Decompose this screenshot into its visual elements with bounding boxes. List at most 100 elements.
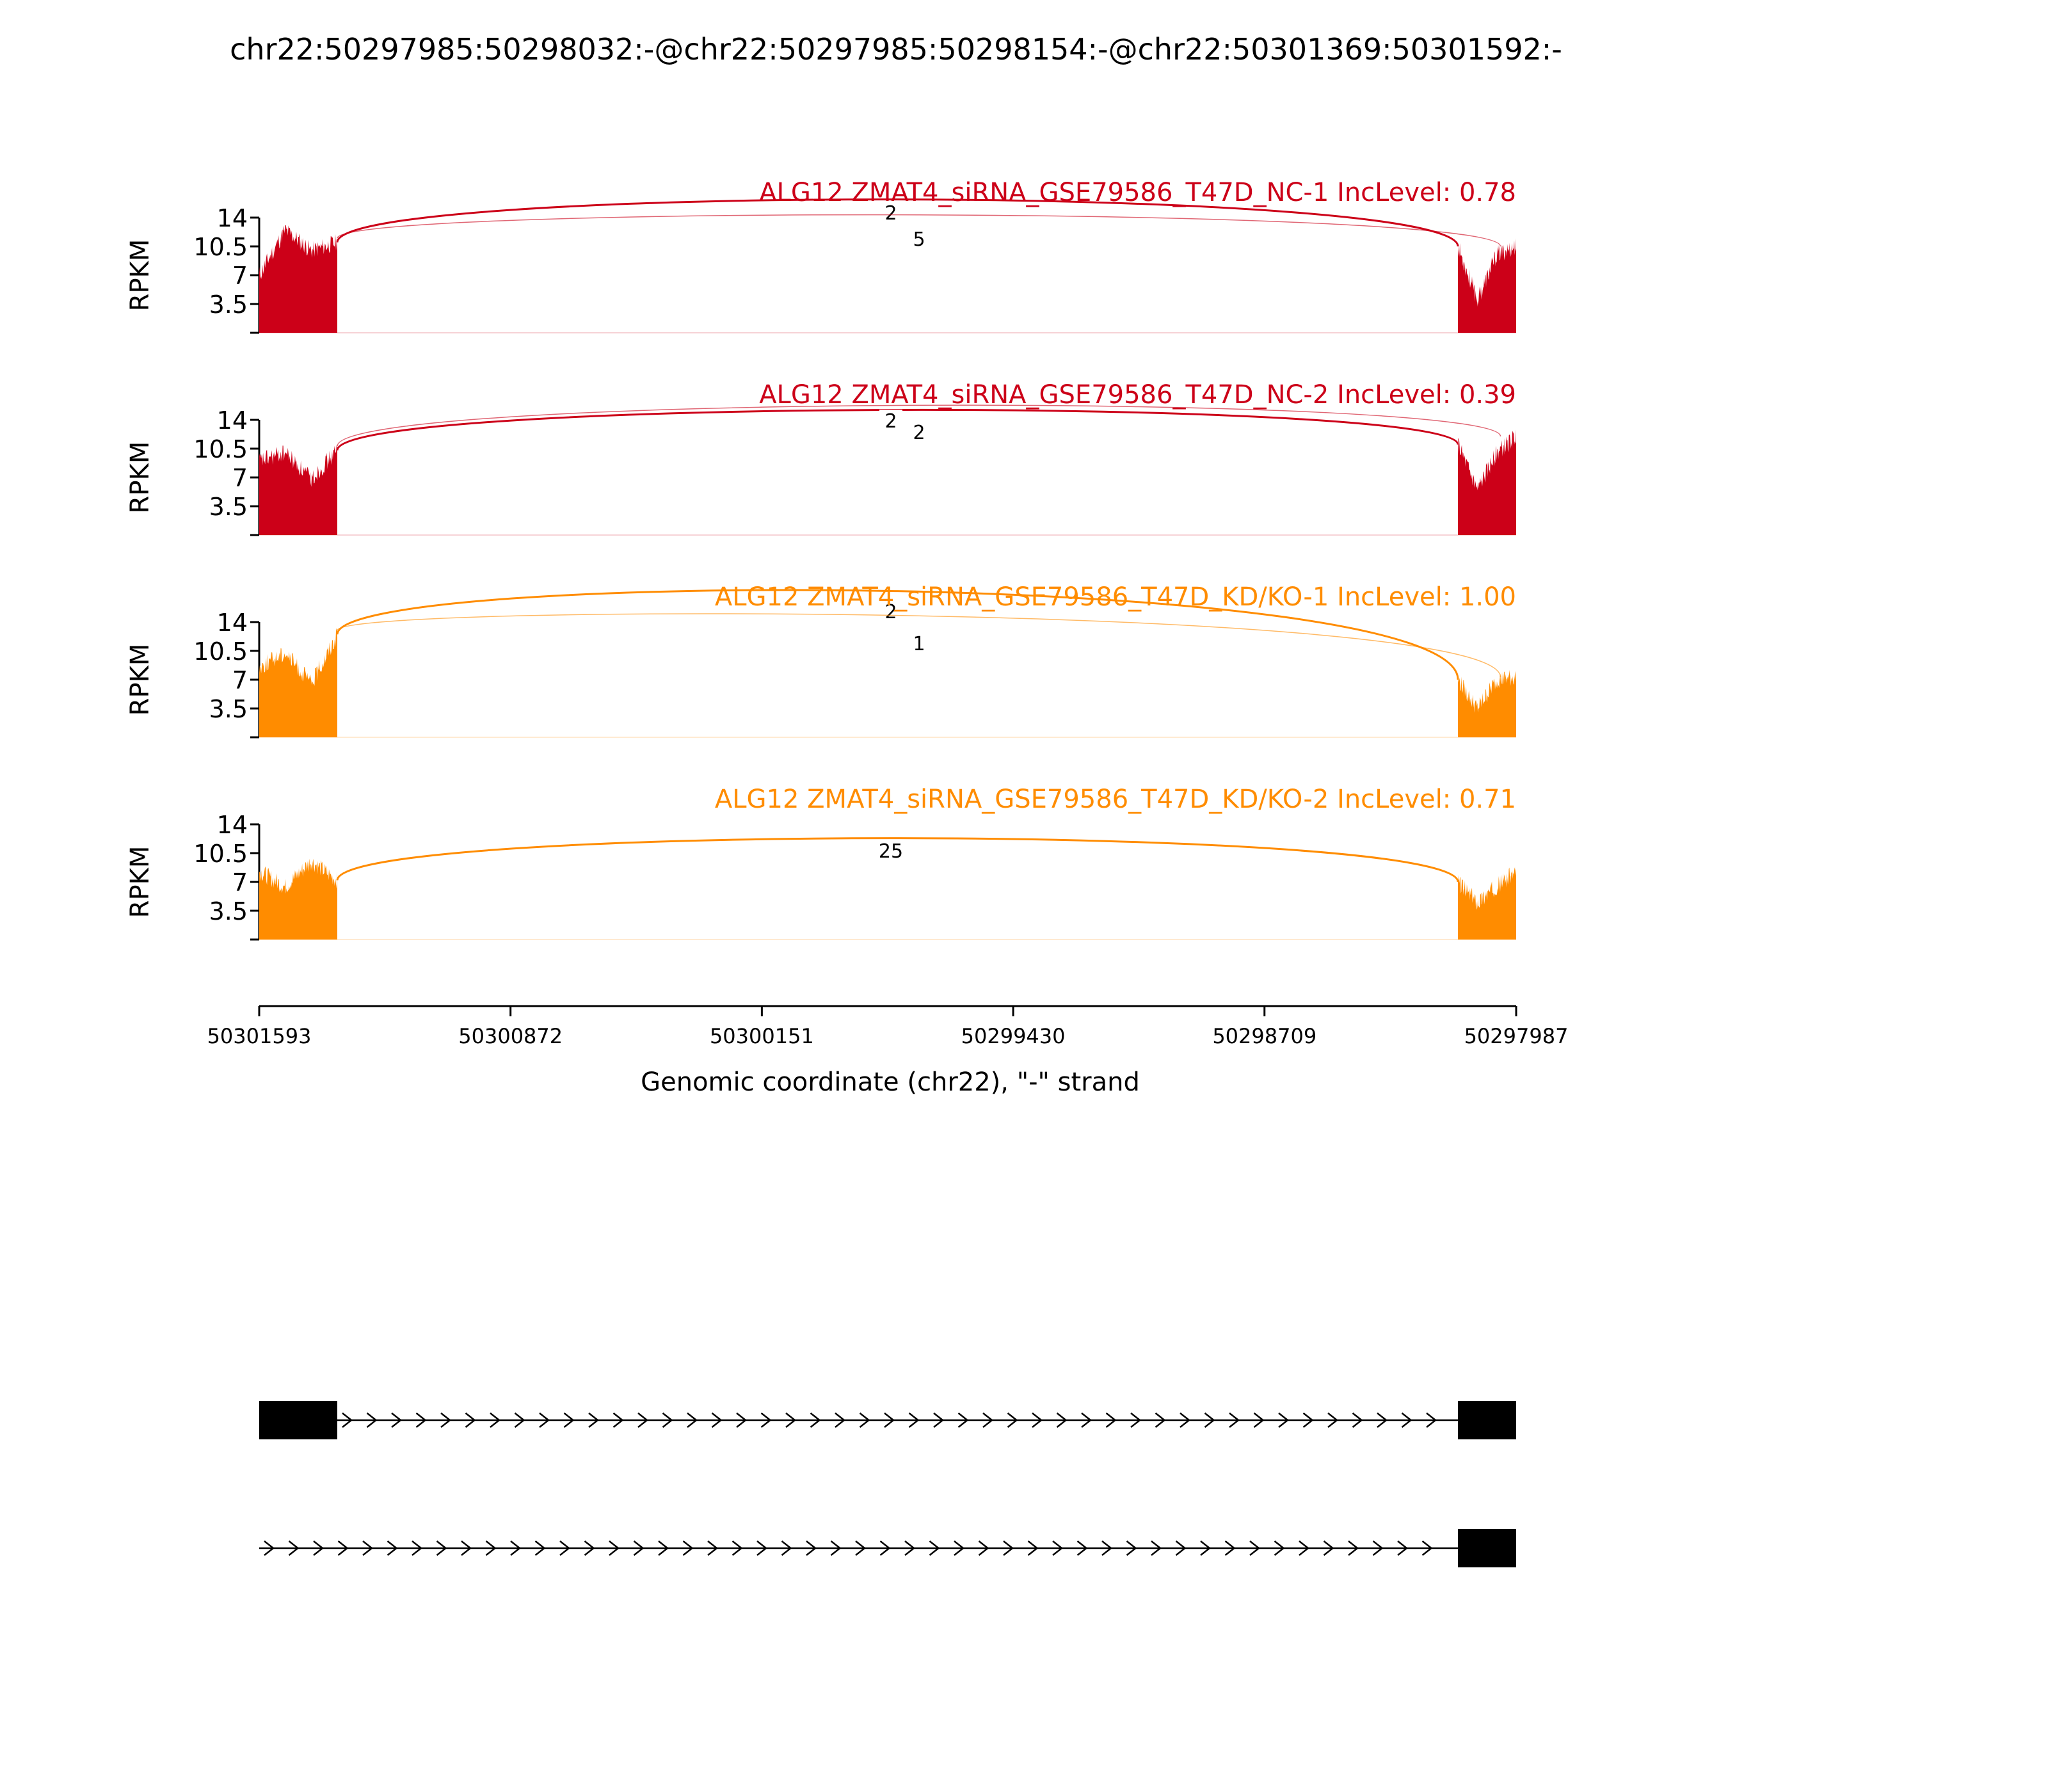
strand-arrow: [1323, 1540, 1334, 1556]
strand-arrow: [954, 1540, 965, 1556]
strand-arrow: [1056, 1412, 1068, 1428]
exon-block: [1458, 1401, 1516, 1439]
strand-arrow: [1327, 1412, 1339, 1428]
strand-arrow: [1130, 1412, 1142, 1428]
coverage-area: [1458, 867, 1516, 940]
strand-arrow: [588, 1412, 600, 1428]
x-tick-label: 50301593: [207, 1024, 312, 1048]
x-tick-label: 50300151: [710, 1024, 814, 1048]
x-tick-label: 50300872: [458, 1024, 563, 1048]
coverage-area: [259, 445, 338, 535]
junction-label: 2: [913, 422, 925, 444]
strand-arrow: [884, 1412, 895, 1428]
strand-arrow: [1372, 1540, 1384, 1556]
strand-arrow: [391, 1412, 403, 1428]
strand-arrow: [1401, 1412, 1412, 1428]
y-axis-label: RPKM: [125, 442, 155, 514]
junction-label: 2: [884, 601, 897, 623]
strand-arrow: [313, 1540, 324, 1556]
x-axis-label: Genomic coordinate (chr22), "-" strand: [641, 1068, 1140, 1097]
strand-arrow: [1007, 1412, 1018, 1428]
strand-arrow: [465, 1412, 476, 1428]
y-axis-label: RPKM: [125, 644, 155, 716]
strand-arrow: [756, 1540, 768, 1556]
coverage-area: [1458, 669, 1516, 737]
strand-arrow: [806, 1540, 817, 1556]
strand-arrow: [1027, 1540, 1039, 1556]
strand-arrow: [1175, 1540, 1187, 1556]
strand-arrow: [879, 1540, 891, 1556]
coverage-area: [259, 858, 338, 940]
junction-label-bg: [908, 632, 931, 653]
coverage-area: [1458, 238, 1516, 333]
y-tick-label: 3.5: [209, 695, 248, 723]
coverage-area: [1458, 429, 1516, 535]
strand-arrow: [1126, 1540, 1137, 1556]
strand-arrow: [781, 1540, 792, 1556]
strand-arrow: [534, 1540, 546, 1556]
strand-arrow: [563, 1412, 575, 1428]
y-tick-label: 3.5: [209, 291, 248, 319]
strand-arrow: [559, 1540, 571, 1556]
junction-label-bg: [879, 600, 902, 621]
sample-label: ALG12 ZMAT4_siRNA_GSE79586_T47D_KD/KO-1 …: [715, 582, 1516, 612]
y-tick-label: 14: [217, 204, 248, 232]
strand-arrow: [609, 1540, 620, 1556]
strand-arrow: [440, 1412, 452, 1428]
y-tick-label: 7: [232, 666, 248, 694]
strand-arrow: [1155, 1412, 1166, 1428]
junction-label: 2: [884, 410, 897, 433]
junction-label-bg: [879, 840, 902, 860]
strand-arrow: [1299, 1540, 1310, 1556]
junction-label: 1: [913, 633, 925, 655]
junction-arc: [337, 214, 1501, 247]
strand-arrow: [658, 1540, 669, 1556]
strand-arrow: [785, 1412, 797, 1428]
strand-arrow: [707, 1540, 719, 1556]
strand-arrow: [1224, 1540, 1236, 1556]
strand-arrow: [288, 1540, 300, 1556]
strand-arrow: [1274, 1540, 1285, 1556]
strand-arrow: [633, 1540, 644, 1556]
y-tick-label: 3.5: [209, 897, 248, 925]
strand-arrow: [662, 1412, 673, 1428]
junction-label: 5: [913, 228, 925, 251]
strand-arrow: [1229, 1412, 1240, 1428]
y-axis-label: RPKM: [125, 846, 155, 918]
sample-label: ALG12 ZMAT4_siRNA_GSE79586_T47D_NC-2 Inc…: [759, 380, 1516, 410]
junction-label-bg: [879, 410, 902, 430]
strand-arrow: [933, 1412, 945, 1428]
strand-arrow: [342, 1412, 353, 1428]
strand-arrow: [1076, 1540, 1088, 1556]
strand-arrow: [760, 1412, 772, 1428]
strand-arrow: [337, 1540, 349, 1556]
x-tick-label: 50297987: [1464, 1024, 1569, 1048]
strand-arrow: [957, 1412, 969, 1428]
strand-arrow: [978, 1540, 989, 1556]
strand-arrow: [1377, 1412, 1388, 1428]
strand-arrow: [1421, 1540, 1433, 1556]
coverage-area: [259, 628, 338, 737]
junction-arc: [337, 404, 1501, 447]
strand-arrow: [732, 1540, 743, 1556]
gene-model-track: [259, 1401, 1516, 1567]
strand-arrow: [687, 1412, 698, 1428]
y-axis-label: RPKM: [125, 239, 155, 312]
strand-arrow: [1003, 1540, 1014, 1556]
y-tick-label: 10.5: [193, 840, 248, 868]
strand-arrow: [1302, 1412, 1314, 1428]
strand-arrow: [539, 1412, 550, 1428]
strand-arrow: [810, 1412, 821, 1428]
strand-arrow: [1151, 1540, 1162, 1556]
strand-arrow: [929, 1540, 940, 1556]
strand-arrow: [855, 1540, 867, 1556]
strand-arrow: [1397, 1540, 1409, 1556]
y-tick-label: 14: [217, 406, 248, 435]
y-tick-label: 10.5: [193, 233, 248, 261]
strand-arrow: [982, 1412, 994, 1428]
strand-arrow: [736, 1412, 748, 1428]
strand-arrow: [436, 1540, 447, 1556]
